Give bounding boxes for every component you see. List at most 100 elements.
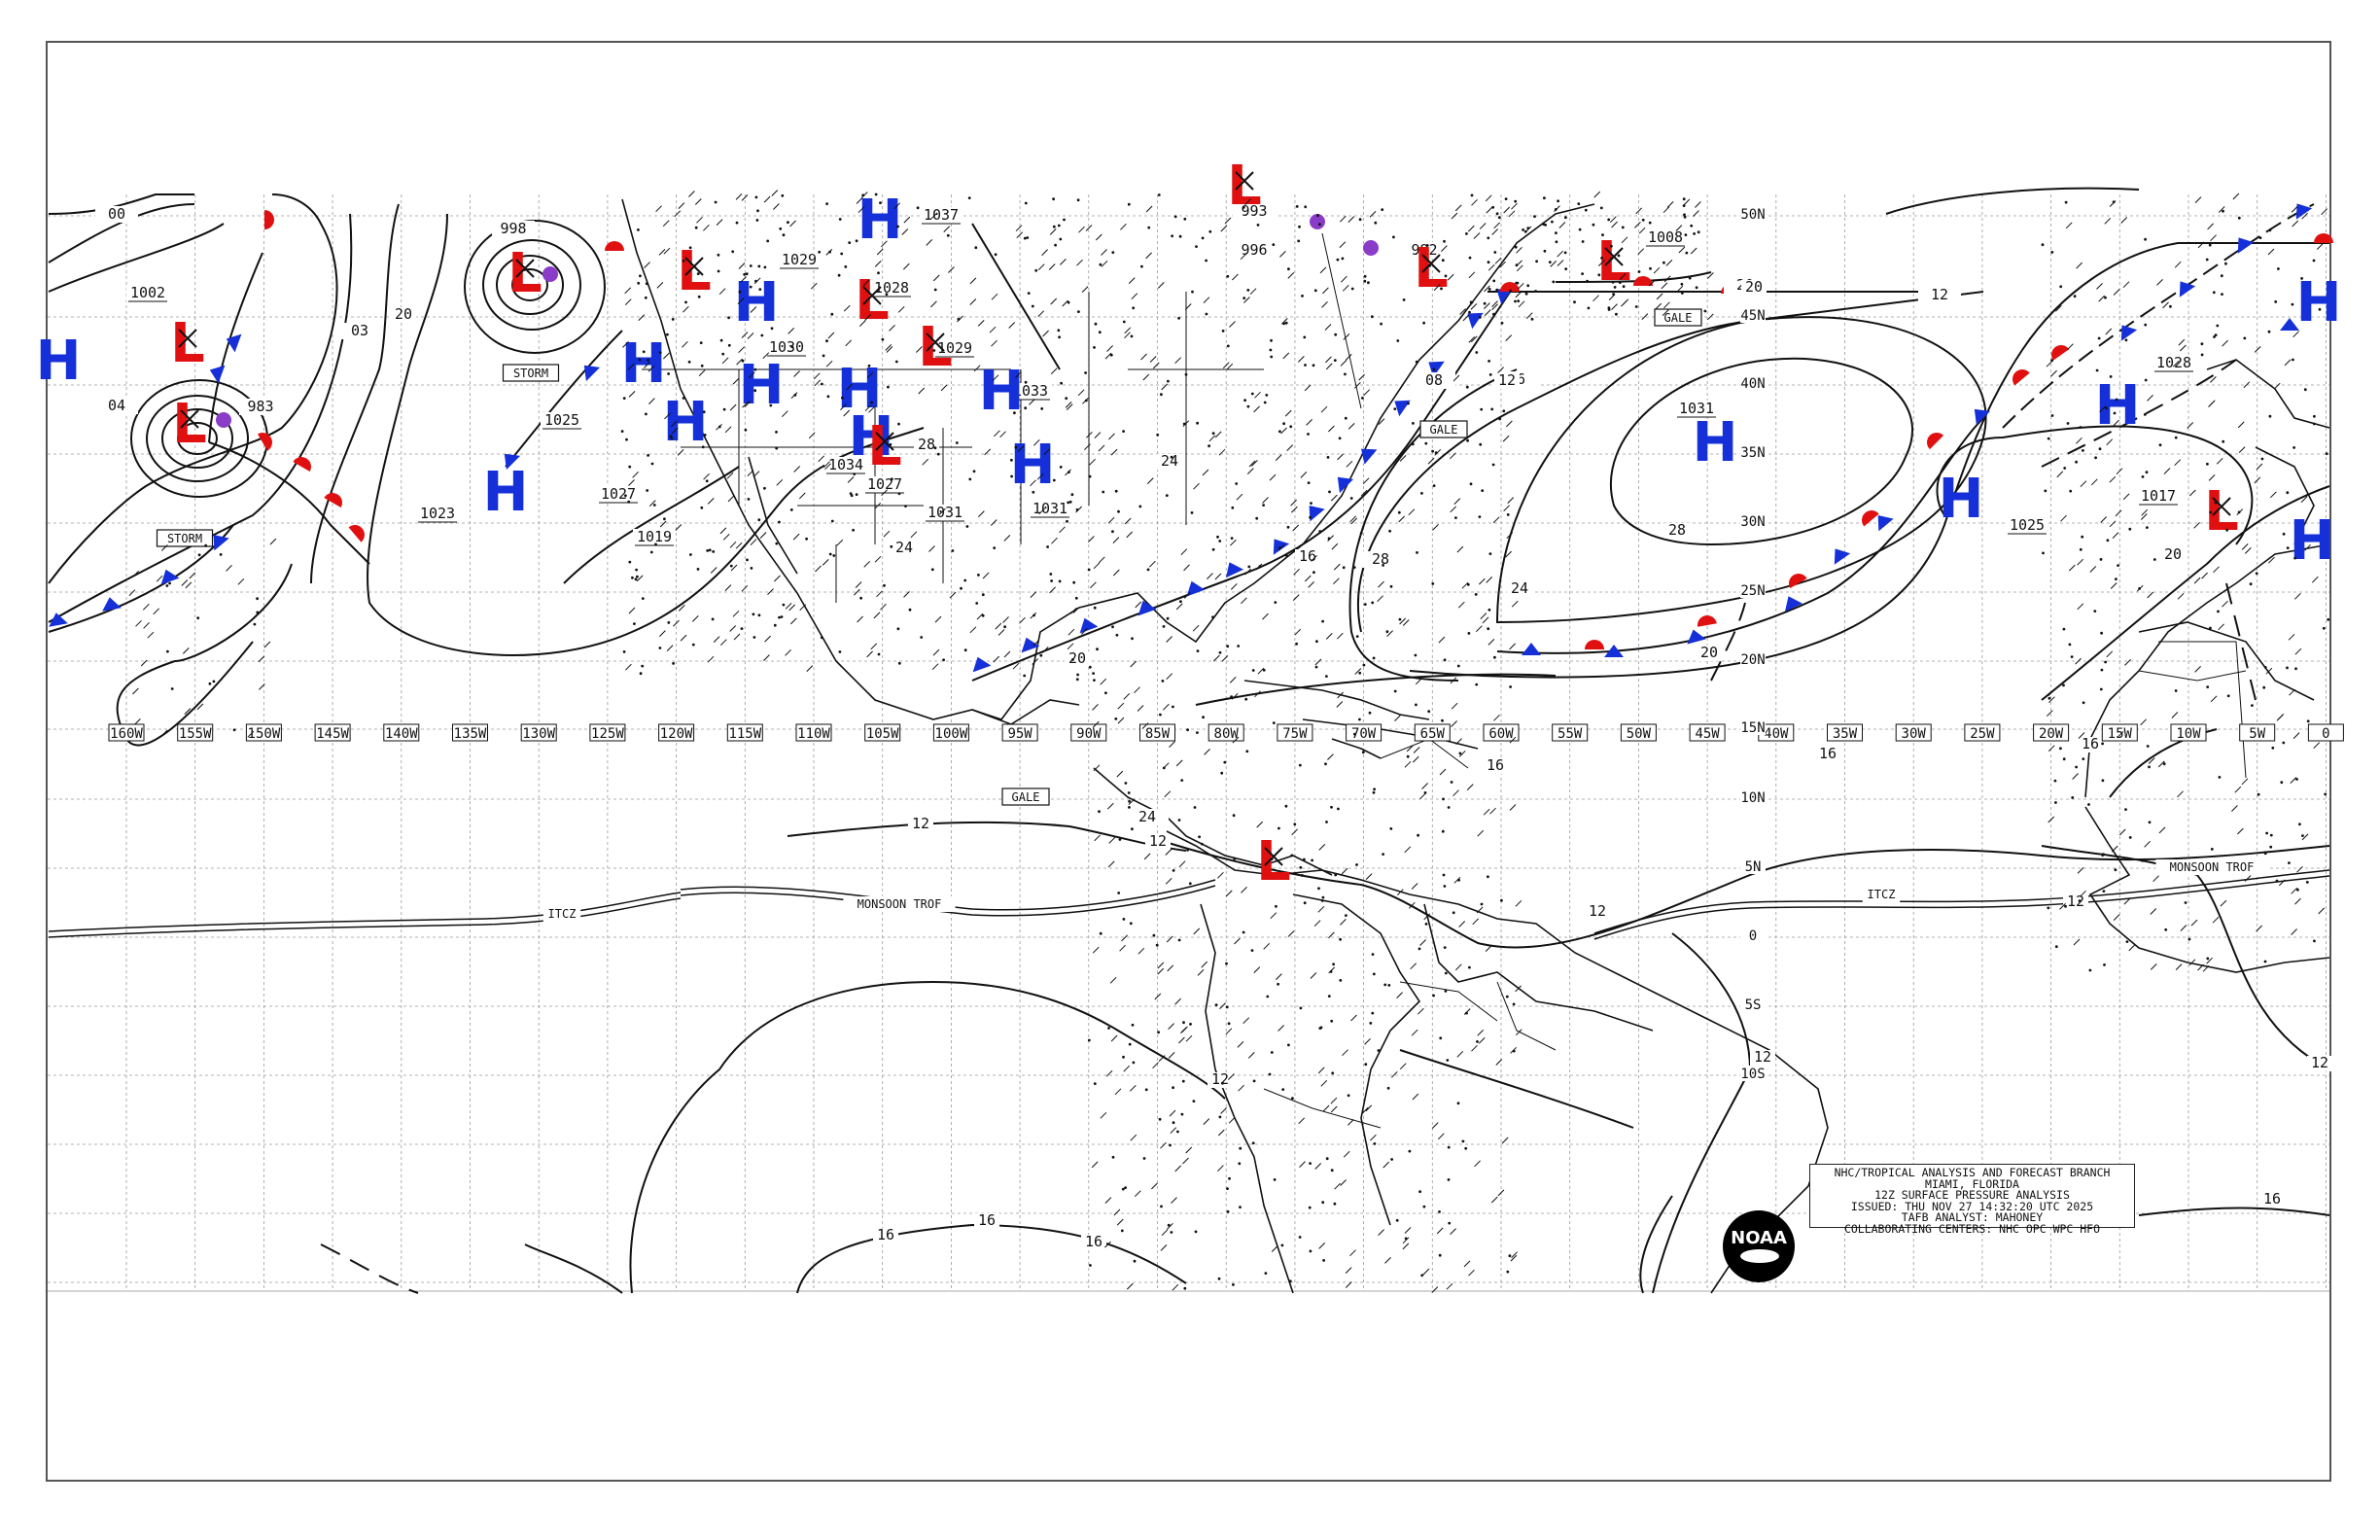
station-dot: [818, 250, 822, 254]
wind-barb: [1234, 937, 1241, 945]
wind-barb: [1278, 543, 1285, 551]
station-dot: [2286, 491, 2290, 495]
lon-label: 140W: [385, 726, 418, 742]
station-dot: [1286, 525, 1290, 529]
wind-barb: [682, 305, 689, 313]
wind-barb: [1339, 215, 1347, 223]
wind-barb: [140, 659, 148, 667]
wind-barb: [2232, 192, 2240, 200]
wind-barb: [1419, 792, 1426, 800]
station-dot: [1443, 658, 1447, 662]
wind-barb: [744, 401, 752, 407]
station-dot: [1318, 223, 1321, 227]
station-dot: [1132, 1061, 1136, 1065]
station-dot: [877, 271, 880, 275]
station-dot: [1468, 965, 1471, 969]
wind-barb: [2048, 816, 2055, 823]
station-dot: [2112, 200, 2116, 204]
station-dot: [1466, 582, 1470, 586]
station-dot: [1418, 1190, 1421, 1194]
station-dot: [2054, 945, 2058, 949]
station-dot: [1338, 437, 1342, 440]
station-dot: [1228, 1176, 1231, 1180]
cold-front-barb: [1784, 596, 1803, 612]
station-dot: [1544, 224, 1547, 227]
station-dot: [1446, 1059, 1450, 1062]
low-x-mark: [178, 329, 197, 348]
station-dot: [1111, 1155, 1115, 1159]
station-dot: [2114, 868, 2118, 872]
low-x-mark: [1235, 171, 1254, 191]
station-dot: [1577, 202, 1581, 206]
wind-barb: [2213, 566, 2220, 574]
wind-barb: [2300, 496, 2308, 503]
isobar-label-bg: [1413, 372, 1455, 389]
cold-front-barb: [1079, 617, 1099, 634]
wind-barb: [1369, 211, 1377, 218]
station-dot: [1298, 225, 1301, 228]
wind-barb: [1451, 702, 1458, 710]
station-dot: [1514, 245, 1518, 249]
station-dot: [729, 564, 733, 568]
station-dot: [1444, 274, 1448, 278]
station-dot: [1282, 322, 1286, 326]
contour-number-bg: [1697, 646, 1722, 661]
wind-barb: [2193, 521, 2200, 529]
station-dot: [920, 636, 924, 639]
station-dot: [1431, 582, 1435, 585]
station-dot: [2280, 781, 2284, 785]
wind-barb: [1362, 477, 1370, 485]
station-dot: [1158, 1117, 1162, 1121]
station-dot: [1146, 568, 1150, 572]
wind-barb: [876, 248, 884, 256]
wind-barb: [713, 636, 720, 643]
station-dot: [782, 233, 786, 237]
wind-barb: [1314, 658, 1322, 666]
wind-barb: [1183, 592, 1191, 599]
wind-barb: [1656, 293, 1663, 300]
station-dot: [1244, 697, 1248, 701]
station-dot: [1488, 608, 1491, 612]
station-dot: [1442, 873, 1446, 877]
station-dot: [1303, 858, 1306, 861]
station-dot: [1024, 201, 1028, 205]
wind-barb: [2104, 217, 2112, 225]
wind-barb: [2212, 916, 2220, 924]
wind-barb: [1491, 303, 1498, 310]
wind-barb: [763, 195, 771, 203]
station-dot: [1262, 668, 1266, 672]
station-dot: [1448, 1221, 1452, 1225]
wind-barb: [1337, 453, 1344, 461]
station-dot: [1270, 858, 1274, 860]
wind-barb: [2316, 243, 2324, 250]
wind-barb: [1075, 506, 1082, 513]
wind-barb: [1101, 260, 1108, 267]
station-dot: [1303, 335, 1307, 339]
wind-barb: [707, 498, 715, 505]
warm-front-bump: [2314, 233, 2333, 243]
occluded-front-symbol: [542, 266, 558, 282]
wind-barb: [638, 314, 646, 321]
wind-barb: [2311, 576, 2319, 583]
station-dot: [1243, 399, 1246, 402]
wind-barb: [1358, 373, 1365, 381]
wind-barb: [1516, 246, 1522, 254]
wind-barb: [1399, 617, 1406, 625]
wind-barb: [1016, 231, 1024, 239]
station-dot: [1117, 509, 1120, 513]
wind-barb: [788, 604, 796, 612]
station-dot: [1156, 433, 1160, 437]
station-dot: [1555, 231, 1558, 235]
wind-barb: [691, 615, 699, 622]
wind-barb: [1402, 1237, 1410, 1244]
station-dot: [2174, 436, 2178, 439]
warm-front-bump: [324, 493, 342, 508]
station-dot: [1422, 1205, 1426, 1208]
cold-front-barb: [1687, 629, 1706, 645]
wind-barb: [876, 590, 883, 598]
wind-barb: [1341, 867, 1348, 875]
wind-barb: [2077, 558, 2083, 566]
wind-barb: [866, 371, 874, 379]
wind-barb: [729, 541, 737, 548]
station-dot: [1697, 230, 1700, 234]
